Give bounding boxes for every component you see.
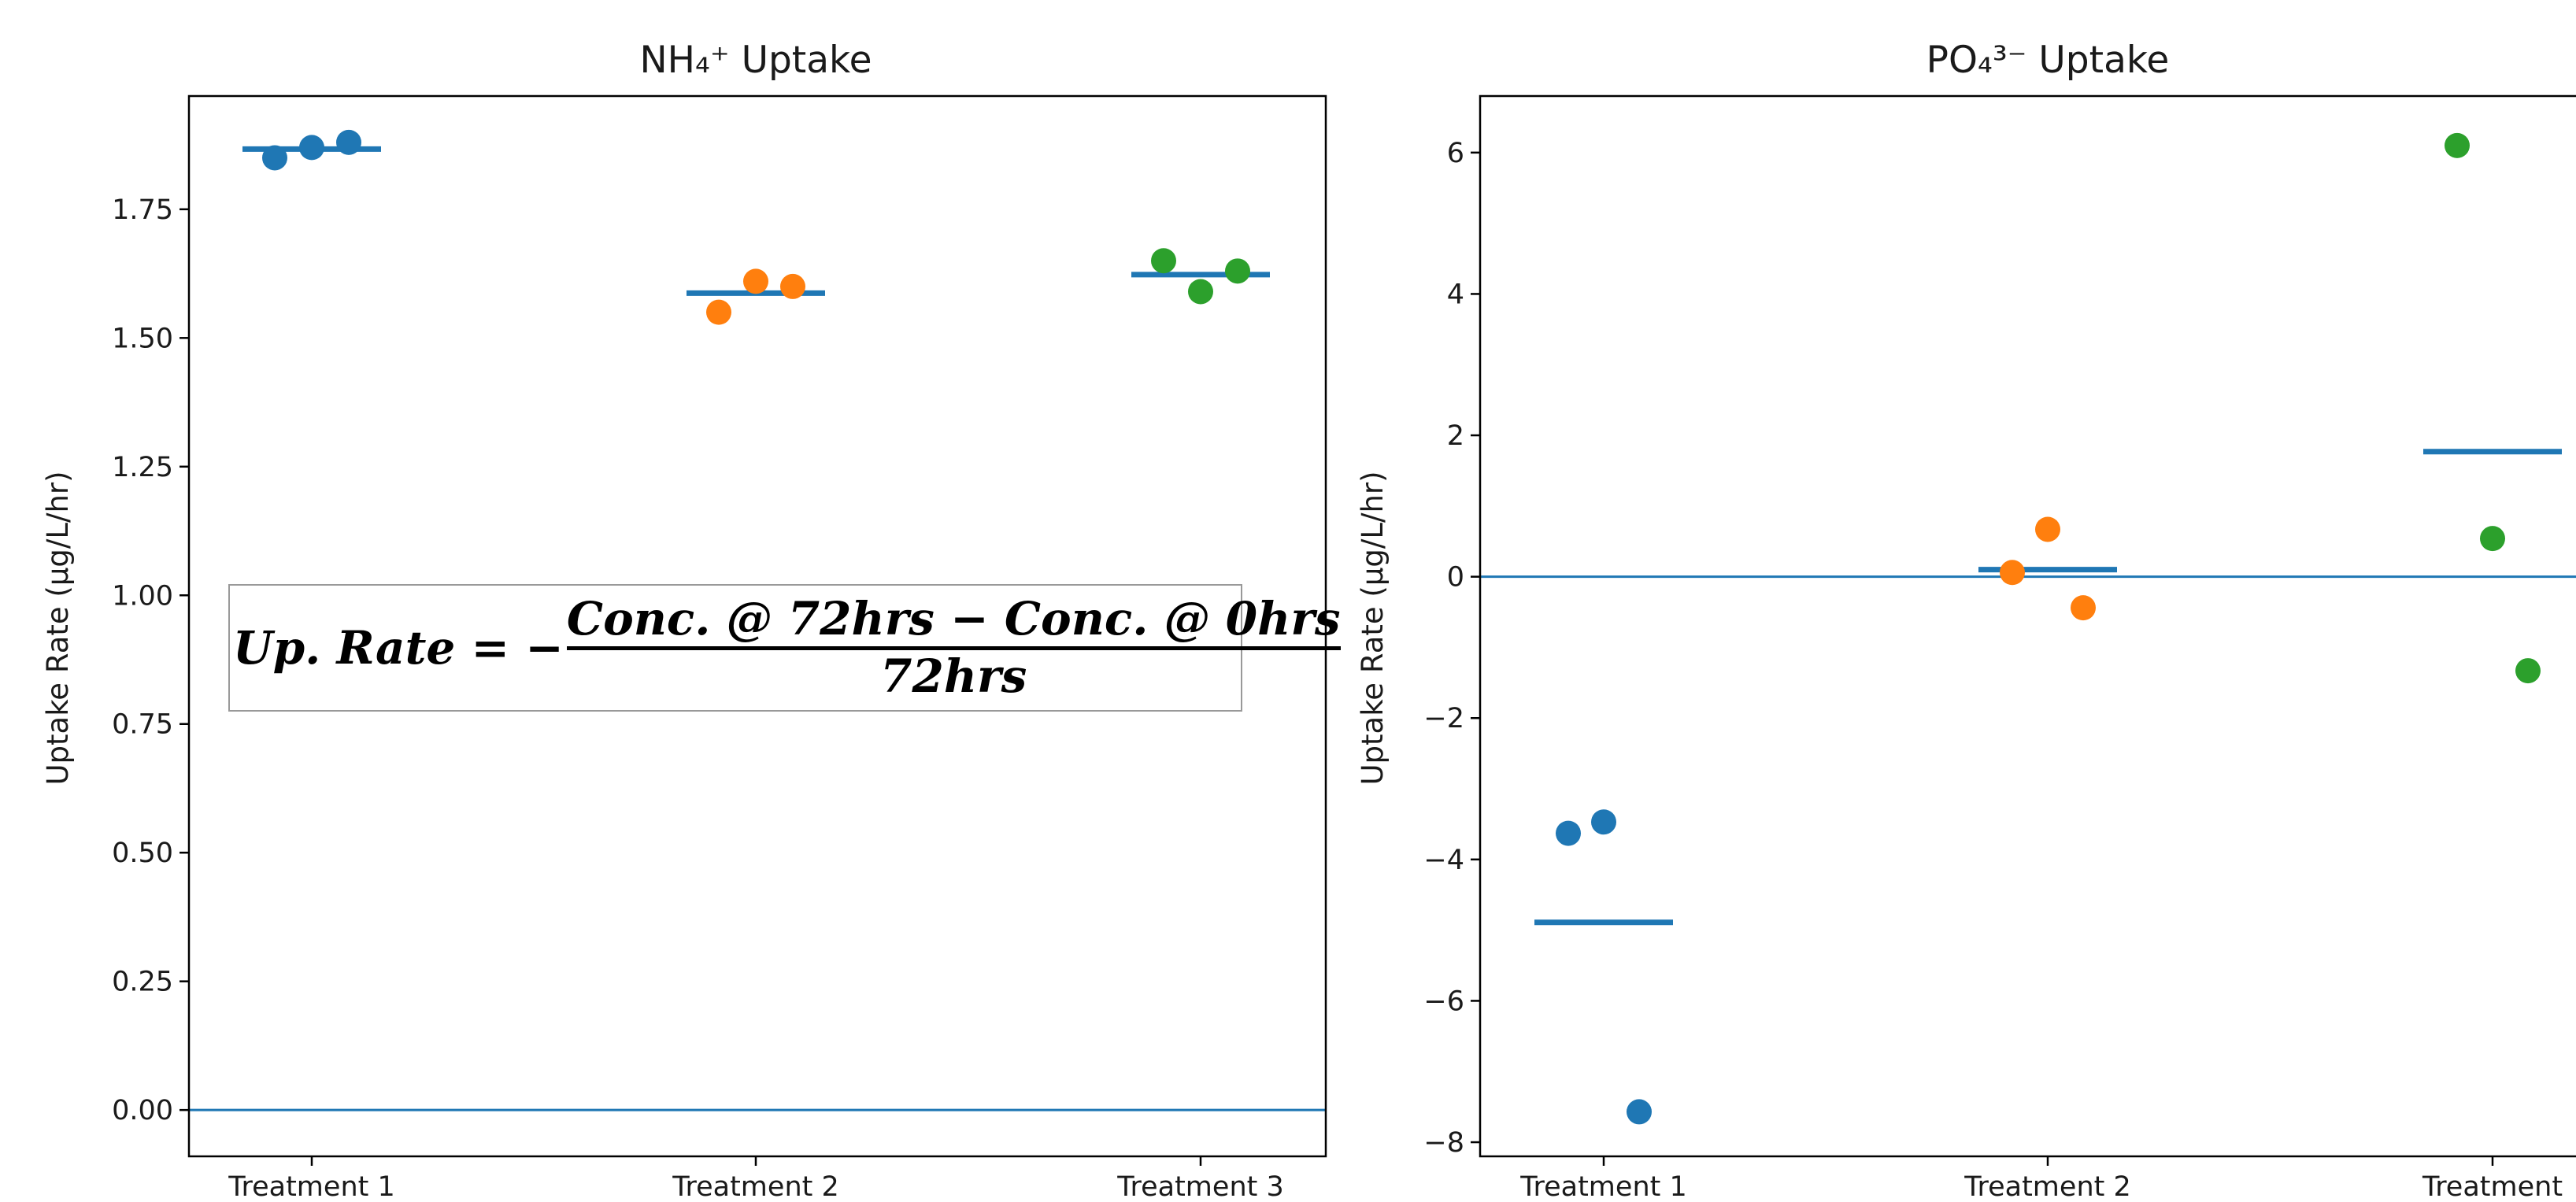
data-point	[780, 273, 805, 299]
data-point	[1225, 258, 1250, 284]
x-tick-label: Treatment 2	[672, 1171, 839, 1202]
y-tick-label: 0.25	[112, 967, 173, 998]
data-point	[262, 145, 287, 171]
y-tick-label: −2	[1423, 703, 1464, 734]
plot-frame	[187, 94, 1327, 1158]
x-tick-label: Treatment	[2422, 1171, 2563, 1202]
data-point	[1627, 1099, 1652, 1125]
y-tick-label: 0.75	[112, 709, 173, 741]
data-point	[1591, 809, 1616, 835]
x-tick-label: Treatment 1	[1519, 1171, 1687, 1202]
data-point	[336, 129, 361, 155]
data-point	[2480, 526, 2505, 552]
y-tick-label: 1.25	[112, 452, 173, 483]
data-point	[2071, 595, 2096, 621]
y-tick-label: 1.00	[112, 580, 173, 612]
data-point	[299, 135, 324, 161]
x-tick-label: Treatment 3	[1116, 1171, 1284, 1202]
y-tick-label: 6	[1447, 138, 1464, 169]
po4-uptake-chart: PO₄³⁻ Uptake Uptake Rate (μg/L/hr) −8−6−…	[1356, 39, 2576, 1202]
formula-numerator: Conc. @ 72hrs − Conc. @ 0hrs	[566, 591, 1341, 645]
y-tick-label: −4	[1423, 845, 1464, 876]
data-point	[743, 268, 768, 294]
plot-marks: 0.00 0.25 0.50 0.75 1.00 1.25 1.50 1.75 Treatmen…	[112, 129, 1326, 1202]
data-point	[1151, 248, 1176, 274]
data-point	[706, 299, 731, 325]
x-tick-label: Treatment 2	[1963, 1171, 2131, 1202]
formula-lhs: Up. Rate = −	[233, 621, 564, 675]
y-tick-label: −8	[1423, 1127, 1464, 1159]
y-tick-label: 0	[1447, 562, 1464, 594]
y-tick-label: 0.50	[112, 838, 173, 869]
x-tick-label: Treatment 1	[228, 1171, 395, 1202]
y-tick-label: 0.00	[112, 1095, 173, 1126]
y-tick-label: 4	[1447, 279, 1464, 310]
y-axis-label: Uptake Rate (μg/L/hr)	[41, 471, 75, 785]
formula-fraction: Conc. @ 72hrs − Conc. @ 0hrs 72hrs	[566, 591, 1341, 703]
chart-title: PO₄³⁻ Uptake	[1926, 39, 2170, 82]
formula-fraction-bar	[566, 645, 1341, 650]
data-point	[2035, 516, 2060, 542]
chart-title: NH₄⁺ Uptake	[639, 39, 872, 82]
data-point	[1556, 820, 1581, 846]
formula-denominator: 72hrs	[880, 649, 1027, 703]
nh4-uptake-chart: NH₄⁺ Uptake Uptake Rate (μg/L/hr) 0.000.…	[41, 39, 1327, 1202]
y-tick-label: 2	[1447, 420, 1464, 452]
plot-marks: −8 −6 −4 −2 0 2 4 6 Treatment 1 Treatment 2 Treatm…	[1423, 132, 2576, 1202]
data-point	[2445, 132, 2470, 158]
plot-frame	[1479, 94, 2576, 1158]
y-axis-label: Uptake Rate (μg/L/hr)	[1356, 471, 1390, 785]
y-tick-label: 1.75	[112, 194, 173, 226]
y-tick-label: −6	[1423, 986, 1464, 1017]
data-point	[2000, 560, 2025, 586]
data-point	[1188, 279, 1213, 305]
y-tick-label: 1.50	[112, 323, 173, 354]
data-point	[2515, 658, 2541, 684]
formula-annotation: Up. Rate = − Conc. @ 72hrs − Conc. @ 0hr…	[228, 584, 1341, 712]
